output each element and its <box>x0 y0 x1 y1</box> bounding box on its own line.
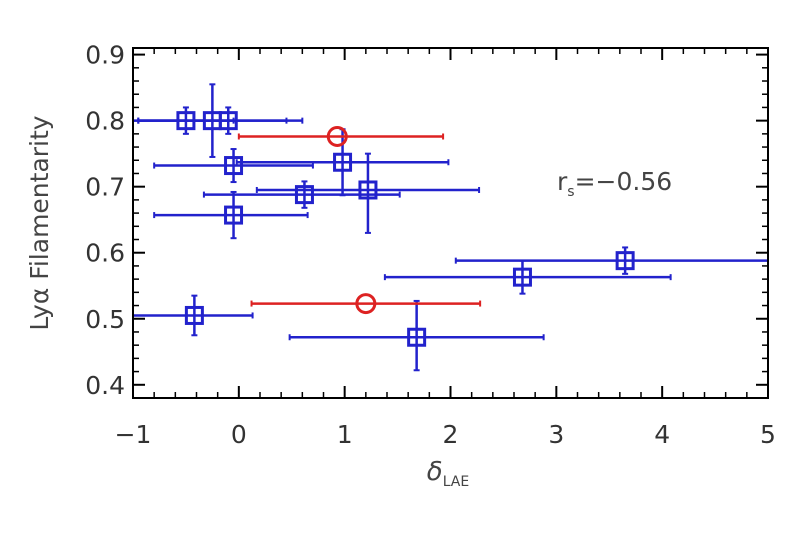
square-data-point <box>288 299 545 372</box>
y-tick-label: 0.6 <box>85 239 125 268</box>
y-tick-label: 0.4 <box>85 371 125 400</box>
annotation-rest: =−0.56 <box>575 167 673 196</box>
square-data-point <box>133 106 304 135</box>
square-data-point <box>133 294 254 337</box>
square-marker <box>294 185 314 205</box>
tick-labels: −1 0 1 2 3 4 5 0.4 0.5 0.6 0.7 0.8 0.9 <box>85 41 776 449</box>
x-tick-label: 5 <box>760 420 776 449</box>
square-marker <box>512 267 532 287</box>
square-marker <box>224 156 244 176</box>
circle-data-point <box>250 293 482 315</box>
y-axis-label-main: Lyα <box>25 288 54 331</box>
x-axis-label-sub: LAE <box>443 474 470 490</box>
x-axis-label: δLAE <box>427 457 469 490</box>
correlation-annotation: rs=−0.56 <box>557 167 672 200</box>
y-tick-label: 0.7 <box>85 173 125 202</box>
square-data-point <box>153 148 314 184</box>
x-tick-label: 1 <box>337 420 353 449</box>
x-tick-label: 2 <box>443 420 459 449</box>
circle-marker <box>326 125 348 147</box>
square-data-point <box>454 246 768 275</box>
square-data-point <box>153 190 309 240</box>
square-marker <box>615 251 635 271</box>
x-tick-label: 4 <box>654 420 670 449</box>
square-data-point <box>255 152 481 234</box>
annotation-sub: s <box>567 184 574 200</box>
square-marker <box>218 111 238 131</box>
square-marker <box>224 205 244 225</box>
square-marker <box>333 152 353 172</box>
square-data-point <box>383 259 672 295</box>
square-marker <box>184 305 204 325</box>
circle-marker <box>355 293 377 315</box>
y-tick-label: 0.9 <box>85 41 125 70</box>
y-tick-label: 0.8 <box>85 107 125 136</box>
plot-frame <box>132 47 769 399</box>
y-axis-label: Lyα Filamentarity <box>25 115 54 330</box>
x-tick-label: −1 <box>115 420 152 449</box>
y-axis-label-rest: Filamentarity <box>25 115 54 287</box>
circle-data-point <box>237 125 445 147</box>
data-layer <box>133 83 768 372</box>
square-data-point <box>235 128 450 197</box>
x-tick-label: 0 <box>231 420 247 449</box>
x-tick-label: 3 <box>548 420 564 449</box>
square-marker <box>358 180 378 200</box>
annotation-main: r <box>557 167 568 196</box>
x-axis-label-main: δ <box>427 457 443 487</box>
y-tick-label: 0.5 <box>85 305 125 334</box>
square-marker <box>407 327 427 347</box>
